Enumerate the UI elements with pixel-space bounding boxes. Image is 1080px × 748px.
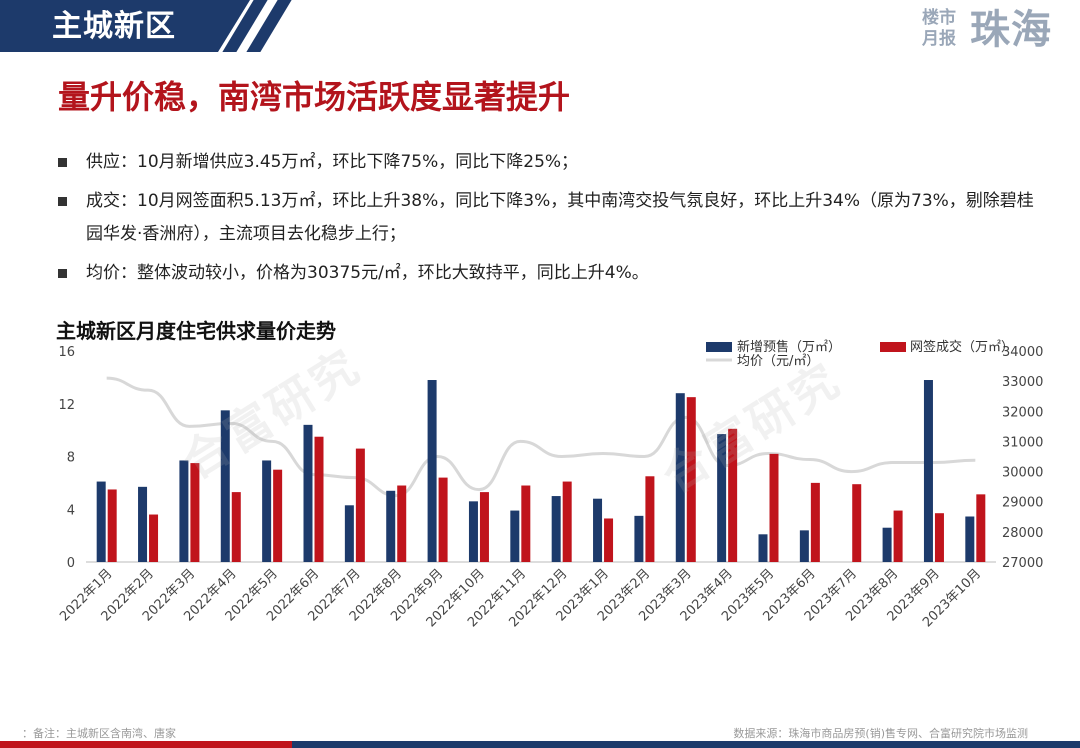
- deal-bar: [852, 484, 862, 562]
- deal-bar: [397, 485, 407, 562]
- legend-label-price: 均价（元/㎡）: [737, 354, 819, 369]
- y2-tick-label: 27000: [1002, 556, 1043, 571]
- y-tick-label: 4: [67, 503, 75, 518]
- deal-bar: [231, 492, 241, 562]
- deal-bar: [314, 436, 324, 562]
- y2-tick-label: 32000: [1002, 405, 1043, 420]
- deal-bar: [479, 492, 489, 562]
- supply-bar: [510, 510, 520, 562]
- section-title: 主城新区: [52, 9, 176, 44]
- legend-label-deal: 网签成交（万㎡）: [910, 339, 1014, 355]
- supply-bar: [593, 498, 603, 562]
- deal-bar: [438, 477, 448, 562]
- headline: 量升价稳，南湾市场活跃度显著提升: [58, 78, 571, 116]
- supply-bar: [386, 490, 396, 562]
- chart-title: 主城新区月度住宅供求量价走势: [56, 319, 336, 343]
- brand-big: 珠海: [970, 7, 1052, 53]
- supply-bar: [965, 516, 975, 562]
- y-tick-label: 8: [67, 451, 75, 466]
- deal-bar: [976, 494, 986, 562]
- deal-bar: [934, 513, 944, 562]
- supply-bar: [344, 505, 354, 562]
- deal-bar: [149, 514, 159, 562]
- y2-tick-label: 29000: [1002, 496, 1043, 511]
- deal-bar: [273, 469, 283, 562]
- supply-bar: [758, 534, 768, 562]
- y2-tick-label: 28000: [1002, 526, 1043, 541]
- footer-note: ：备注：主城新区含南湾、唐家: [22, 727, 176, 740]
- y-tick-label: 12: [58, 398, 75, 413]
- legend-swatch-supply: [706, 342, 732, 352]
- deal-bar: [645, 476, 655, 562]
- section-banner: [0, 0, 250, 52]
- bullet-price: 均价：整体波动较小，价格为30375元/㎡，环比大致持平，同比上升4%。: [56, 257, 1036, 290]
- bullet-deal: 成交：10月网签面积5.13万㎡，环比上升38%，同比下降3%，其中南湾交投气氛…: [56, 185, 1036, 251]
- supply-bar: [675, 393, 685, 562]
- legend-swatch-deal: [880, 342, 906, 352]
- deal-bar: [355, 448, 365, 562]
- brand-small: 楼市月报: [922, 8, 956, 49]
- y2-tick-label: 30000: [1002, 466, 1043, 481]
- y2-tick-label: 34000: [1002, 345, 1043, 360]
- supply-bar: [96, 481, 106, 562]
- supply-bar: [303, 424, 313, 562]
- y-tick-label: 16: [58, 345, 75, 360]
- supply-bar: [262, 460, 272, 562]
- deal-bar: [728, 428, 738, 562]
- deal-bar: [190, 463, 200, 562]
- supply-bar: [799, 530, 809, 562]
- deal-bar: [521, 485, 531, 562]
- supply-bar: [923, 380, 933, 562]
- supply-bar: [138, 486, 148, 562]
- supply-bar: [468, 501, 478, 562]
- footer-source: 数据来源：珠海市商品房预(销)售专网、合富研究院市场监测: [733, 727, 1028, 740]
- supply-bar: [882, 527, 892, 562]
- y-tick-label: 0: [67, 556, 75, 571]
- deal-bar: [562, 481, 572, 562]
- bullet-list: 供应：10月新增供应3.45万㎡，环比下降75%，同比下降25%； 成交：10月…: [56, 146, 1036, 296]
- deal-bar: [810, 482, 820, 562]
- bullet-supply: 供应：10月新增供应3.45万㎡，环比下降75%，同比下降25%；: [56, 146, 1036, 179]
- supply-demand-price-chart: 0 4 8 12 16 27000 28000 29000 30000 31000 32000 330…: [57, 339, 1043, 630]
- bottom-bar-red: [0, 741, 292, 748]
- y2-tick-label: 33000: [1002, 375, 1043, 390]
- legend-label-supply: 新增预售（万㎡）: [737, 339, 841, 355]
- supply-bar: [179, 460, 189, 562]
- bottom-bar-blue: [292, 741, 1080, 748]
- deal-bar: [107, 489, 117, 562]
- deal-bar: [893, 510, 903, 562]
- y2-tick-label: 31000: [1002, 435, 1043, 450]
- price-line: [106, 376, 976, 498]
- supply-bar: [427, 380, 437, 562]
- supply-bar: [551, 496, 561, 562]
- supply-bar: [634, 515, 644, 562]
- deal-bar: [769, 453, 779, 562]
- supply-bar: [220, 410, 230, 562]
- deal-bar: [686, 397, 696, 562]
- deal-bar: [604, 518, 614, 562]
- supply-bar: [717, 434, 727, 562]
